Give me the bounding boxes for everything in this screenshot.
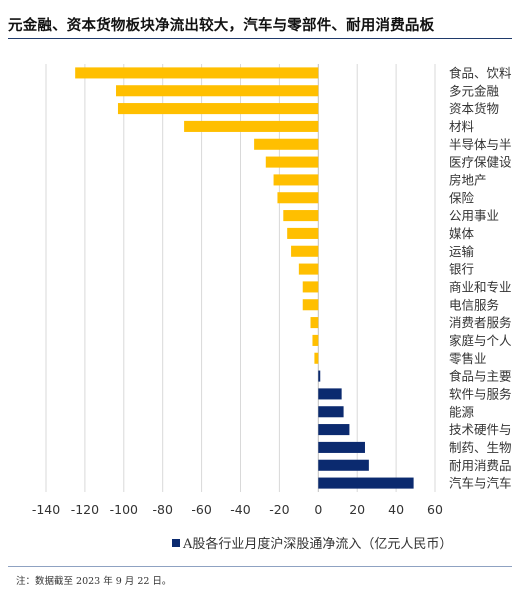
category-label: 消费者服务 xyxy=(449,315,512,330)
x-tick-label: 60 xyxy=(427,502,443,517)
bar xyxy=(318,406,344,418)
bar xyxy=(318,388,342,400)
bar xyxy=(254,138,319,150)
grid-lines xyxy=(45,64,436,492)
bar xyxy=(314,352,319,364)
x-tick-label: -20 xyxy=(269,502,289,517)
category-label: 媒体 xyxy=(449,226,475,241)
category-label: 制药、生物 xyxy=(449,440,512,455)
bar xyxy=(117,103,319,115)
legend-swatch xyxy=(172,538,180,547)
category-label: 家庭与个人 xyxy=(449,333,512,348)
bar xyxy=(302,299,319,311)
bar xyxy=(184,120,319,132)
bar xyxy=(302,281,319,293)
bar xyxy=(291,245,319,257)
category-label: 零售业 xyxy=(449,351,487,366)
category-label: 半导体与半 xyxy=(449,137,512,152)
category-label: 材料 xyxy=(449,119,475,134)
category-label: 银行 xyxy=(449,262,474,277)
x-tick-label: 40 xyxy=(388,502,404,517)
bar xyxy=(318,459,369,471)
category-label: 公用事业 xyxy=(449,208,499,223)
bar xyxy=(265,156,319,168)
x-tick-label: -120 xyxy=(71,502,99,517)
category-label: 房地产 xyxy=(449,172,487,187)
category-label: 多元金融 xyxy=(449,83,500,98)
footnote: 注：数据截至 2023 年 9 月 22 日。 xyxy=(16,576,172,587)
header-divider xyxy=(8,38,512,39)
bar xyxy=(116,85,319,97)
category-labels: 食品、饮料多元金融资本货物材料半导体与半医疗保健设房地产保险公用事业媒体运输银行… xyxy=(449,65,512,490)
x-tick-label: 20 xyxy=(349,502,365,517)
category-label: 食品、饮料 xyxy=(449,65,512,80)
footer-divider xyxy=(8,566,512,567)
legend-label: A股各行业月度沪深股通净流入（亿元人民币） xyxy=(183,537,453,552)
bar xyxy=(287,227,319,239)
bar xyxy=(277,192,319,204)
category-label: 保险 xyxy=(449,190,475,205)
x-tick-label: -100 xyxy=(110,502,138,517)
page-heading: 元金融、资本货物板块净流出较大，汽车与零部件、耐用消费品板 xyxy=(8,17,435,34)
x-tick-label: -140 xyxy=(32,502,60,517)
x-tick-label: -80 xyxy=(152,502,172,517)
chart-legend: A股各行业月度沪深股通净流入（亿元人民币） xyxy=(172,533,452,552)
category-label: 食品与主要 xyxy=(449,369,512,384)
bar xyxy=(318,441,365,453)
x-tick-label: -40 xyxy=(230,502,250,517)
x-tick-label: 0 xyxy=(314,502,322,517)
bar xyxy=(273,174,319,186)
category-label: 汽车与汽车 xyxy=(449,476,512,491)
bar xyxy=(298,263,319,275)
category-label: 医疗保健设 xyxy=(449,155,512,170)
category-label: 能源 xyxy=(449,404,475,419)
bar xyxy=(75,67,319,79)
category-label: 技术硬件与 xyxy=(449,422,512,437)
category-label: 资本货物 xyxy=(449,101,499,116)
x-axis-ticks: -140 -120 -100 -80 -60 -40 -20 0 20 40 60 xyxy=(32,502,443,517)
bars xyxy=(75,67,414,489)
bar xyxy=(318,370,321,382)
x-tick-label: -60 xyxy=(191,502,211,517)
category-label: 软件与服务 xyxy=(449,386,512,401)
bar xyxy=(283,210,319,222)
category-label: 电信服务 xyxy=(449,297,499,312)
bar xyxy=(310,317,319,329)
category-label: 商业和专业 xyxy=(449,279,512,294)
category-label: 运输 xyxy=(449,244,475,259)
category-label: 耐用消费品 xyxy=(449,458,512,473)
bar xyxy=(312,334,319,346)
bar xyxy=(318,424,350,436)
bar xyxy=(318,477,414,489)
